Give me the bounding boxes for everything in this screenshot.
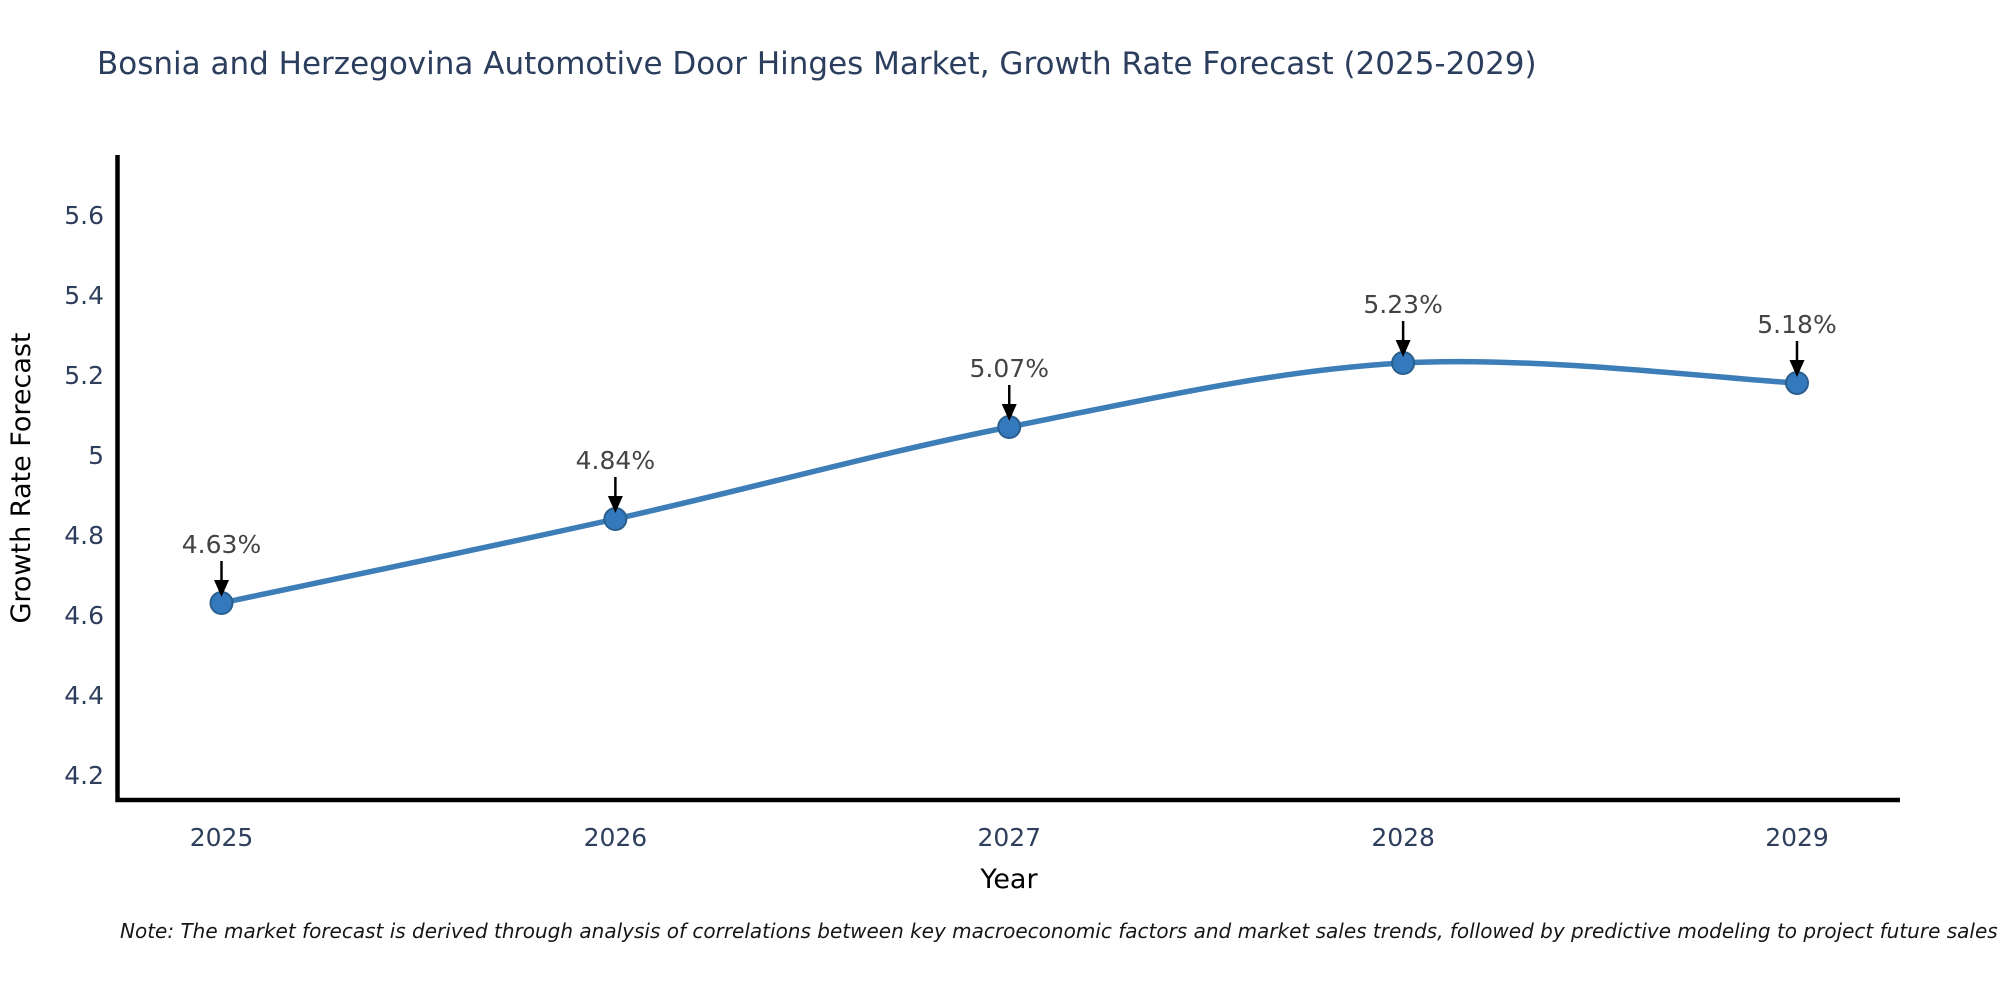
y-tick-label: 4.2 [64,761,104,790]
point-label: 5.23% [1363,290,1442,319]
x-tick-label: 2025 [190,823,254,852]
x-tick-label: 2026 [584,823,648,852]
y-tick-label: 4.6 [64,601,104,630]
y-tick-label: 5.6 [64,201,104,230]
y-tick-label: 5.2 [64,361,104,390]
y-tick-label: 4.8 [64,521,104,550]
point-label: 5.18% [1757,310,1836,339]
annotation-arrow-head [607,496,623,513]
annotation-arrow-head [1789,360,1805,377]
y-axis-title: Growth Rate Forecast [6,332,37,623]
footnote: Note: The market forecast is derived thr… [120,919,1998,943]
y-tick-label: 4.4 [64,681,104,710]
y-tick-label: 5.4 [64,281,104,310]
x-axis-tick-labels: 2025 2026 2027 2028 2029 [190,823,1829,852]
axes [115,155,1900,803]
annotation-arrow-head [1001,404,1017,421]
x-tick-label: 2027 [977,823,1041,852]
annotation-arrow-head [214,580,229,597]
x-tick-label: 2029 [1765,823,1829,852]
point-label: 4.63% [182,530,261,559]
x-tick-label: 2028 [1371,823,1435,852]
y-tick-label: 5 [88,441,104,470]
x-axis-title: Year [979,864,1038,895]
chart-title: Bosnia and Herzegovina Automotive Door H… [97,46,1537,82]
y-axis-tick-labels: 5.6 5.4 5.2 5 4.8 4.6 4.4 4.2 [64,201,104,790]
point-label: 4.84% [576,446,655,475]
annotation-arrow-head [1395,340,1411,357]
series-growth-rate-forecast [209,351,1809,615]
point-label: 5.07% [970,354,1049,383]
point-annotations: 4.63% 4.84% 5.07% 5.23% 5.18% [182,290,1837,597]
